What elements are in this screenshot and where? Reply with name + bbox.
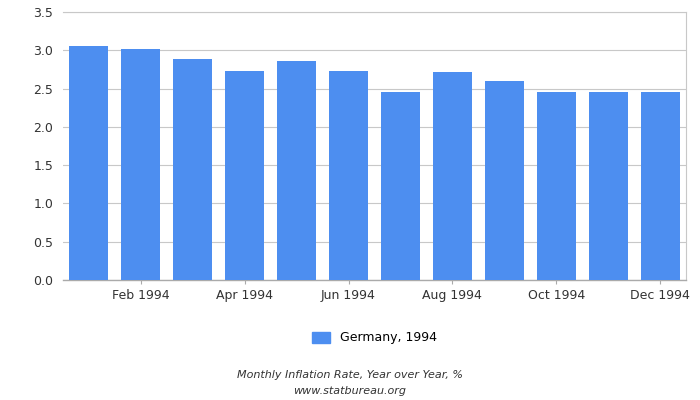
Bar — [225, 71, 264, 280]
Text: Monthly Inflation Rate, Year over Year, %: Monthly Inflation Rate, Year over Year, … — [237, 370, 463, 380]
Bar — [174, 60, 212, 280]
Bar — [121, 49, 160, 280]
Bar — [485, 81, 524, 280]
Bar — [277, 61, 316, 280]
Text: www.statbureau.org: www.statbureau.org — [293, 386, 407, 396]
Bar — [329, 71, 368, 280]
Bar — [640, 92, 680, 280]
Bar — [589, 92, 628, 280]
Bar — [433, 72, 472, 280]
Bar — [537, 92, 575, 280]
Bar — [381, 92, 420, 280]
Bar — [69, 46, 108, 280]
Legend: Germany, 1994: Germany, 1994 — [307, 326, 442, 350]
